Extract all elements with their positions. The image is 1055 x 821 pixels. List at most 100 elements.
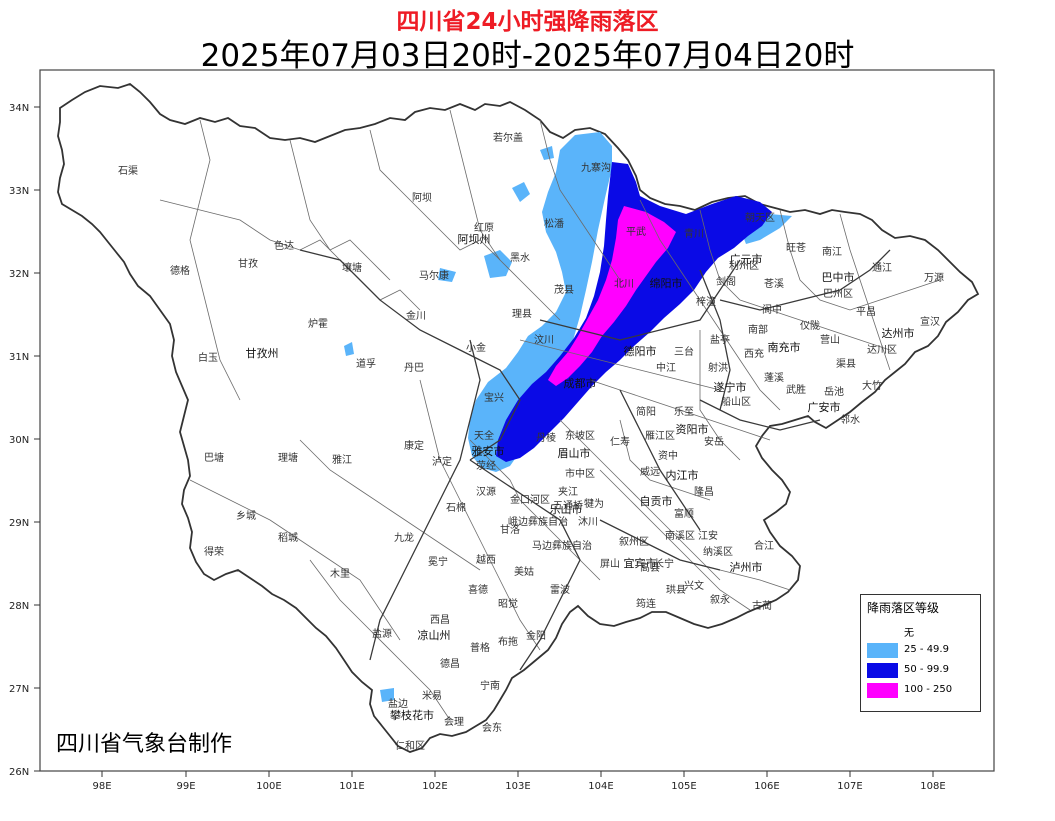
- map-subtitle: 2025年07月03日20时-2025年07月04日20时: [200, 38, 855, 74]
- lat-tick-label: 32N: [9, 269, 29, 280]
- place-label: 天全: [474, 429, 494, 442]
- prefecture-boundaries: [299, 249, 891, 671]
- place-label: 甘孜州: [246, 346, 279, 360]
- place-label: 通江: [872, 262, 892, 274]
- place-label: 石渠: [118, 165, 138, 177]
- place-label: 康定: [404, 439, 424, 452]
- place-label: 若尔盖: [493, 131, 523, 144]
- rainfall-25-49-patch: [512, 182, 530, 202]
- place-label: 仁寿: [610, 435, 630, 448]
- place-label: 旺苍: [786, 241, 806, 254]
- lat-tick-label: 26N: [9, 767, 29, 778]
- place-label: 安岳: [704, 435, 724, 448]
- longitude-axis: [101, 771, 934, 777]
- legend: 降雨落区等级 无 25 - 49.9 50 - 99.9 100 - 250: [860, 594, 981, 712]
- place-label: 剑阁: [716, 275, 736, 288]
- place-label: 达州市: [882, 326, 915, 340]
- place-label: 稻城: [278, 532, 298, 544]
- place-label: 盐边: [388, 697, 408, 710]
- lon-tick-label: 106E: [754, 781, 779, 792]
- lat-tick-label: 30N: [9, 435, 29, 446]
- place-label: 三台: [674, 345, 694, 358]
- lon-tick-label: 107E: [837, 781, 862, 792]
- lon-tick-label: 101E: [339, 781, 364, 792]
- legend-swatch: [867, 643, 898, 658]
- place-label: 合江: [754, 539, 774, 552]
- admin-boundaries: [159, 109, 941, 721]
- place-label: 泸州市: [730, 560, 763, 574]
- place-label: 金口河区: [510, 493, 550, 506]
- place-label: 乐山市: [550, 502, 583, 516]
- place-label: 小金: [466, 341, 486, 354]
- place-label: 夹江: [558, 485, 578, 498]
- place-label: 南充市: [768, 340, 801, 354]
- lon-tick-label: 98E: [92, 781, 111, 792]
- lat-tick-label: 27N: [9, 684, 29, 695]
- lat-tick-label: 29N: [9, 518, 29, 529]
- place-label: 石棉: [446, 501, 466, 514]
- place-label: 营山: [820, 333, 840, 346]
- place-label: 船山区: [721, 395, 751, 408]
- place-label: 武胜: [786, 383, 806, 396]
- place-label: 纳溪区: [703, 545, 733, 558]
- lat-tick-label: 31N: [9, 352, 29, 363]
- place-label: 金川: [406, 309, 426, 322]
- place-label: 会东: [482, 721, 502, 734]
- place-label: 茂县: [554, 283, 574, 296]
- lon-tick-label: 99E: [176, 781, 195, 792]
- place-label: 九龙: [394, 531, 414, 544]
- place-label: 内江市: [666, 468, 699, 482]
- place-label: 筠连: [636, 597, 656, 610]
- lat-tick-label: 34N: [9, 103, 29, 114]
- rainfall-25-49-patch: [484, 250, 512, 278]
- place-label: 高县: [640, 561, 660, 574]
- place-label: 巴中市: [822, 270, 855, 284]
- place-labels: 石渠 若尔盖 九寨沟 阿坝 红原 阿坝州 松潘 平武 青川 朝天区 德格 色达 …: [118, 131, 944, 752]
- place-label: 丹棱: [536, 431, 556, 444]
- rainfall-25-49-patch: [740, 214, 792, 244]
- place-label: 雅江: [332, 453, 352, 466]
- place-label: 东坡区: [565, 429, 595, 442]
- place-label: 成都市: [564, 376, 597, 390]
- place-label: 邻水: [840, 413, 860, 426]
- place-label: 美姑: [514, 565, 534, 578]
- place-label: 岳池: [824, 385, 844, 398]
- legend-label: 100 - 250: [904, 684, 953, 695]
- place-label: 中江: [656, 361, 676, 374]
- place-label: 宜宾市: [624, 556, 657, 570]
- place-label: 白玉: [198, 351, 218, 364]
- legend-swatch: [867, 623, 898, 638]
- place-label: 米易: [422, 689, 442, 702]
- place-label: 沐川: [578, 515, 598, 528]
- place-label: 平昌: [856, 306, 876, 318]
- place-label: 兴文: [684, 579, 704, 592]
- place-label: 阆中: [762, 303, 782, 316]
- place-label: 理塘: [278, 451, 298, 464]
- place-label: 隆昌: [694, 485, 714, 498]
- place-label: 广元市: [730, 252, 763, 266]
- place-label: 平武: [626, 225, 646, 238]
- place-label: 眉山市: [558, 446, 591, 460]
- place-label: 雷波: [550, 583, 570, 596]
- place-label: 绵阳市: [650, 276, 683, 290]
- place-label: 理县: [512, 308, 532, 320]
- place-label: 北川: [614, 278, 634, 290]
- place-label: 松潘: [544, 217, 564, 230]
- legend-swatch: [867, 663, 898, 678]
- place-label: 金阳: [526, 629, 546, 642]
- place-label: 冕宁: [428, 555, 448, 568]
- place-label: 富顺: [674, 507, 694, 520]
- place-label: 犍为: [584, 498, 604, 510]
- place-label: 盐源: [372, 627, 392, 640]
- legend-swatch: [867, 683, 898, 698]
- place-label: 江安: [698, 529, 718, 542]
- place-label: 甘孜: [238, 257, 258, 270]
- place-label: 马边彝族自治: [532, 539, 592, 552]
- map-frame: [39, 69, 995, 772]
- place-label: 射洪: [708, 362, 728, 374]
- place-label: 仪陇: [800, 319, 820, 332]
- place-label: 屏山: [600, 558, 620, 570]
- place-label: 黑水: [510, 252, 530, 264]
- rainfall-100-250: [548, 206, 676, 386]
